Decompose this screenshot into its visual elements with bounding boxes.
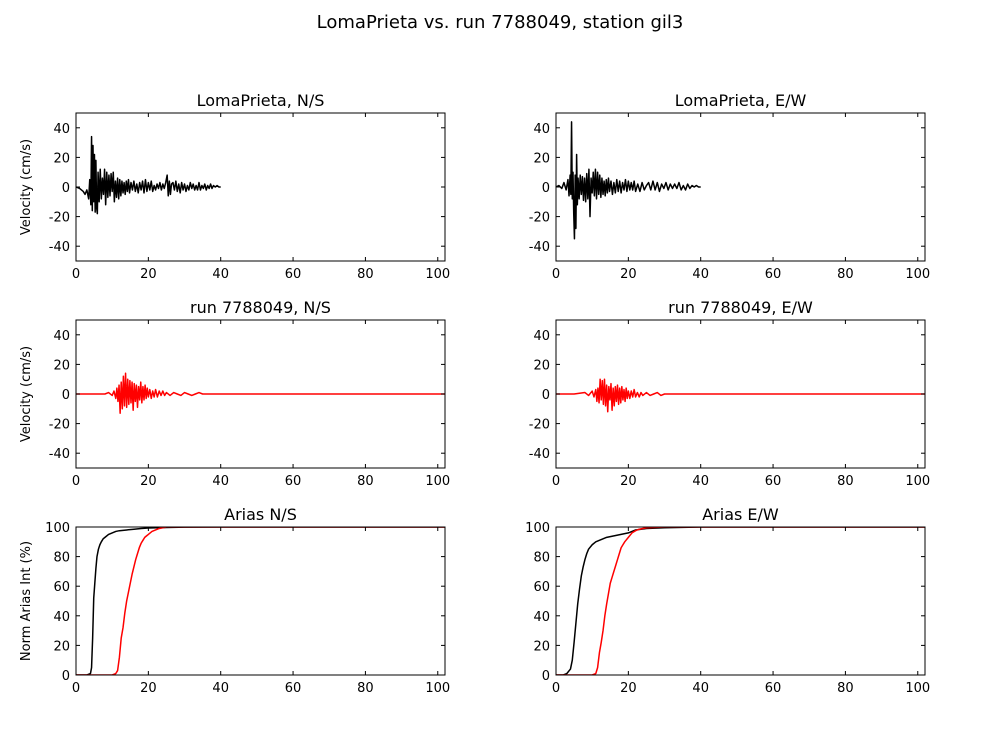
- x-tick-label: 20: [140, 267, 157, 282]
- y-tick-label: -40: [529, 447, 550, 462]
- x-tick-label: 60: [285, 474, 302, 489]
- y-tick-label: 0: [62, 669, 70, 684]
- y-tick-label: -20: [529, 418, 550, 433]
- chart-title: Arias N/S: [224, 505, 297, 524]
- y-tick-label: 0: [542, 388, 550, 403]
- y-tick-label: -40: [49, 240, 70, 255]
- y-tick-label: 40: [53, 122, 70, 137]
- y-tick-label: 20: [53, 358, 70, 373]
- chart-title: run 7788049, N/S: [190, 298, 331, 317]
- x-tick-label: 0: [552, 474, 560, 489]
- y-tick-label: 0: [62, 388, 70, 403]
- y-axis-label: Velocity (cm/s): [19, 346, 34, 442]
- series-line-1: [76, 372, 445, 414]
- y-tick-label: 20: [533, 151, 550, 166]
- x-tick-label: 100: [905, 474, 930, 489]
- x-tick-label: 0: [72, 474, 80, 489]
- chart-5: 0 20 40 60 80 100 0 20 40 60 80 100 Arias N/S Norm Ar…: [19, 505, 450, 696]
- x-tick-label: 20: [140, 681, 157, 696]
- x-tick-label: 80: [837, 681, 854, 696]
- x-tick-label: 100: [905, 681, 930, 696]
- x-tick-label: 60: [765, 681, 782, 696]
- x-tick-label: 100: [425, 267, 450, 282]
- y-tick-label: -40: [529, 240, 550, 255]
- y-tick-label: 40: [533, 329, 550, 344]
- x-tick-label: 20: [620, 474, 637, 489]
- series-line-2: [76, 527, 445, 675]
- x-tick-label: 60: [765, 267, 782, 282]
- x-tick-label: 40: [212, 474, 229, 489]
- series-line-1: [556, 121, 701, 240]
- x-tick-label: 100: [905, 267, 930, 282]
- y-tick-label: 40: [533, 122, 550, 137]
- x-tick-label: 60: [285, 681, 302, 696]
- y-tick-label: 80: [533, 551, 550, 566]
- y-tick-label: 40: [533, 610, 550, 625]
- y-tick-label: 20: [533, 639, 550, 654]
- x-tick-label: 80: [357, 681, 374, 696]
- x-tick-label: 40: [692, 474, 709, 489]
- y-tick-label: -20: [49, 211, 70, 226]
- y-axis-label: Norm Arias Int (%): [19, 541, 34, 661]
- x-tick-label: 60: [285, 267, 302, 282]
- x-tick-label: 0: [552, 681, 560, 696]
- x-tick-label: 80: [357, 267, 374, 282]
- y-tick-label: -40: [49, 447, 70, 462]
- x-tick-label: 100: [425, 474, 450, 489]
- x-tick-label: 40: [212, 267, 229, 282]
- x-tick-label: 0: [72, 267, 80, 282]
- y-axis-label: Velocity (cm/s): [19, 139, 34, 235]
- y-tick-label: 0: [542, 669, 550, 684]
- chart-title: Arias E/W: [702, 505, 779, 524]
- chart-title: LomaPrieta, N/S: [197, 91, 325, 110]
- chart-4: 0 20 40 60 80 100 -40 -20 0 20 40 run 7788049, E/W: [529, 298, 930, 489]
- y-tick-label: 0: [62, 181, 70, 196]
- series-line-1: [556, 378, 925, 413]
- axes-frame: [75, 526, 446, 676]
- x-tick-label: 100: [425, 681, 450, 696]
- y-tick-label: 20: [533, 358, 550, 373]
- x-tick-label: 80: [837, 267, 854, 282]
- y-tick-label: 60: [53, 580, 70, 595]
- chart-1: 0 20 40 60 80 100 -40 -20 0 20 40 LomaPrieta, N/S Ve…: [19, 91, 450, 282]
- y-tick-label: 40: [53, 329, 70, 344]
- y-tick-label: 40: [53, 610, 70, 625]
- x-tick-label: 0: [72, 681, 80, 696]
- x-tick-label: 40: [692, 267, 709, 282]
- x-tick-label: 80: [357, 474, 374, 489]
- y-tick-label: 100: [525, 521, 550, 536]
- chart-3: 0 20 40 60 80 100 -40 -20 0 20 40 run 7788049, N/S V…: [19, 298, 450, 489]
- series-line-1: [556, 527, 925, 675]
- x-tick-label: 20: [620, 267, 637, 282]
- y-tick-label: 0: [542, 181, 550, 196]
- x-tick-label: 20: [620, 681, 637, 696]
- x-tick-label: 20: [140, 474, 157, 489]
- chart-title: run 7788049, E/W: [668, 298, 813, 317]
- y-tick-label: 20: [53, 151, 70, 166]
- x-tick-label: 40: [692, 681, 709, 696]
- chart-2: 0 20 40 60 80 100 -40 -20 0 20 40 LomaPrieta, E/W: [529, 91, 930, 282]
- y-tick-label: 20: [53, 639, 70, 654]
- y-tick-label: -20: [49, 418, 70, 433]
- x-tick-label: 40: [212, 681, 229, 696]
- x-tick-label: 0: [552, 267, 560, 282]
- series-line-1: [76, 527, 445, 675]
- axes-frame: [555, 526, 926, 676]
- chart-6: 0 20 40 60 80 100 0 20 40 60 80 100 Arias E/W: [525, 505, 930, 696]
- series-line-1: [76, 135, 221, 215]
- y-tick-label: 60: [533, 580, 550, 595]
- chart-title: LomaPrieta, E/W: [675, 91, 807, 110]
- y-tick-label: 100: [45, 521, 70, 536]
- x-tick-label: 60: [765, 474, 782, 489]
- figure-title: LomaPrieta vs. run 7788049, station gil3: [316, 12, 684, 33]
- series-line-2: [556, 527, 925, 675]
- x-tick-label: 80: [837, 474, 854, 489]
- y-tick-label: 80: [53, 551, 70, 566]
- y-tick-label: -20: [529, 211, 550, 226]
